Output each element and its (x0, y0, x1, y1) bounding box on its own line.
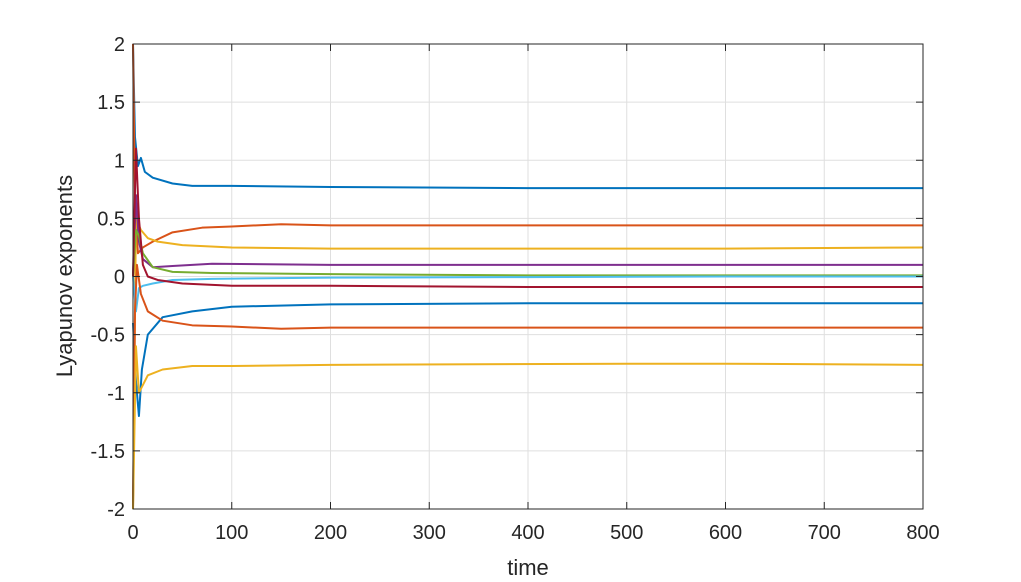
x-tick-label: 500 (610, 522, 643, 544)
x-tick-label: 600 (709, 522, 742, 544)
y-tick-label: 1.5 (97, 92, 125, 114)
series-line-1 (132, 43, 923, 190)
y-axis-label: Lyapunov exponents (52, 175, 77, 377)
series-line-9 (132, 263, 923, 510)
y-tick-label: -1.5 (91, 441, 125, 463)
y-tick-label: 0 (114, 267, 125, 289)
series-line-2 (132, 43, 923, 255)
series-line-4 (132, 194, 923, 277)
series-line-10 (132, 345, 924, 510)
y-tick-label: 2 (114, 34, 125, 56)
x-tick-label: 200 (314, 522, 347, 544)
x-tick-label: 400 (511, 522, 544, 544)
series-line-8 (132, 302, 923, 417)
y-tick-label: -1 (107, 383, 125, 405)
x-tick-label: 800 (906, 522, 939, 544)
series-line-5 (132, 229, 923, 277)
y-tick-label: -2 (107, 499, 125, 521)
y-tick-label: 0.5 (97, 208, 125, 230)
y-tick-label: -0.5 (91, 325, 125, 347)
x-tick-label: 700 (808, 522, 841, 544)
x-tick-label: 0 (127, 522, 138, 544)
x-tick-label: 100 (215, 522, 248, 544)
series-group (132, 43, 924, 510)
axis-ticks: 0 100 200 300 400 500 600 700 800 2 1.5 1 0.5 0 -0.5 -1… (91, 34, 940, 544)
y-tick-label: 1 (114, 150, 125, 172)
x-tick-label: 300 (413, 522, 446, 544)
series-line-6 (132, 275, 923, 313)
x-axis-label: time (507, 555, 549, 580)
series-line-7 (132, 147, 923, 288)
